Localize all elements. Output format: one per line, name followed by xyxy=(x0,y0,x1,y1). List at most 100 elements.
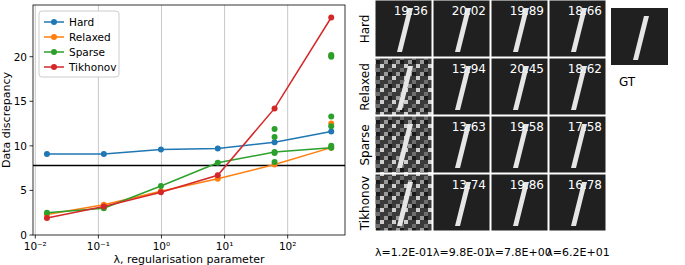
legend-label: Tikhonov xyxy=(68,61,116,73)
psnr-label: 20.02 xyxy=(452,4,486,18)
image-panel xyxy=(491,58,548,115)
row-label: Tikhonov xyxy=(358,176,372,231)
scatter-point xyxy=(272,159,278,165)
legend-label: Sparse xyxy=(69,46,105,58)
digit-shape xyxy=(397,124,413,168)
image-panel xyxy=(433,174,490,231)
tick xyxy=(287,235,288,239)
marker xyxy=(101,151,107,157)
legend xyxy=(39,11,119,77)
plot-marks xyxy=(33,14,345,221)
legend-marker xyxy=(51,64,57,70)
psnr-label: 16.78 xyxy=(568,178,602,192)
marker xyxy=(158,146,164,152)
tick-label: 0 xyxy=(20,229,27,241)
row-label: Hard xyxy=(358,15,372,44)
scatter-point xyxy=(328,113,334,119)
image-panel xyxy=(433,0,490,57)
series-line xyxy=(47,17,331,218)
psnr-label: 17.58 xyxy=(568,120,602,134)
image-panel xyxy=(375,116,432,173)
tick-label: 5 xyxy=(20,184,27,196)
marker xyxy=(215,172,221,178)
marker xyxy=(158,188,164,194)
column-label: λ=9.8E-01 xyxy=(433,246,491,259)
column-label: λ=1.2E-01 xyxy=(375,246,433,259)
tick-label: 10⁰ xyxy=(153,240,171,252)
image-panel xyxy=(375,0,432,57)
tick-label: 15 xyxy=(14,95,27,107)
image-panel xyxy=(549,174,606,231)
digit-shape xyxy=(397,182,413,226)
marker xyxy=(44,215,50,221)
scatter-point xyxy=(328,143,334,149)
marker xyxy=(272,149,278,155)
column-label: λ=7.8E+00 xyxy=(488,246,551,259)
tick-label: 10² xyxy=(279,240,297,252)
threshold-line xyxy=(33,165,345,167)
image-panel xyxy=(491,0,548,57)
series-line xyxy=(47,148,331,213)
psnr-label: 18.62 xyxy=(568,62,602,76)
tick xyxy=(30,235,34,236)
tick xyxy=(224,235,225,239)
psnr-label: 13.63 xyxy=(452,120,486,134)
scatter-point xyxy=(272,150,278,156)
tick xyxy=(30,56,34,57)
marker xyxy=(215,160,221,166)
column-label: λ=6.2E+01 xyxy=(546,246,609,259)
digit-shape xyxy=(633,16,649,60)
scatter-point xyxy=(272,134,278,140)
image-panel xyxy=(433,58,490,115)
legend-marker xyxy=(51,49,57,55)
tick xyxy=(30,101,34,102)
marker xyxy=(215,146,221,152)
series-line xyxy=(47,148,331,215)
psnr-label: 19.36 xyxy=(394,4,428,18)
tick-label: 10 xyxy=(14,140,27,152)
psnr-label: 20.45 xyxy=(510,62,544,76)
psnr-label: 19.58 xyxy=(510,120,544,134)
tick-label: 10¹ xyxy=(216,240,234,252)
marker xyxy=(328,129,334,135)
tick-label: 10⁻² xyxy=(24,240,47,252)
psnr-label: 13.74 xyxy=(452,178,486,192)
marker xyxy=(328,14,334,20)
scatter-point xyxy=(328,52,334,58)
legend-marker xyxy=(51,34,57,40)
image-panel xyxy=(491,116,548,173)
scatter-point xyxy=(272,126,278,132)
gt-panel xyxy=(611,8,668,65)
psnr-label: 19.89 xyxy=(510,4,544,18)
tick xyxy=(30,190,34,191)
y-axis-label: Data discrepancy xyxy=(0,72,13,168)
marker xyxy=(158,183,164,189)
marker xyxy=(44,151,50,157)
grid-line xyxy=(35,5,36,235)
figure: 10⁻²10⁻¹10⁰10¹10²05101520λ, regularisati… xyxy=(0,0,685,265)
plot-area xyxy=(33,5,345,235)
image-panel xyxy=(375,58,432,115)
legend-marker xyxy=(51,19,57,25)
psnr-label: 18.66 xyxy=(568,4,602,18)
image-panel xyxy=(549,0,606,57)
marker xyxy=(272,105,278,111)
image-panel xyxy=(375,174,432,231)
image-panel xyxy=(491,174,548,231)
x-axis-label: λ, regularisation parameter xyxy=(114,253,265,265)
scatter-point xyxy=(328,123,334,129)
tick xyxy=(98,235,99,239)
row-label: Relaxed xyxy=(358,63,372,111)
image-panel xyxy=(549,116,606,173)
psnr-label: 19.86 xyxy=(510,178,544,192)
tick-label: 10⁻¹ xyxy=(87,240,110,252)
grid-line xyxy=(287,5,288,235)
tick xyxy=(35,235,36,239)
image-panel xyxy=(549,58,606,115)
digit-shape xyxy=(397,66,413,110)
tick xyxy=(30,145,34,146)
grid-line xyxy=(224,5,225,235)
row-label: Sparse xyxy=(358,124,372,165)
tick xyxy=(161,235,162,239)
image-panel xyxy=(433,116,490,173)
